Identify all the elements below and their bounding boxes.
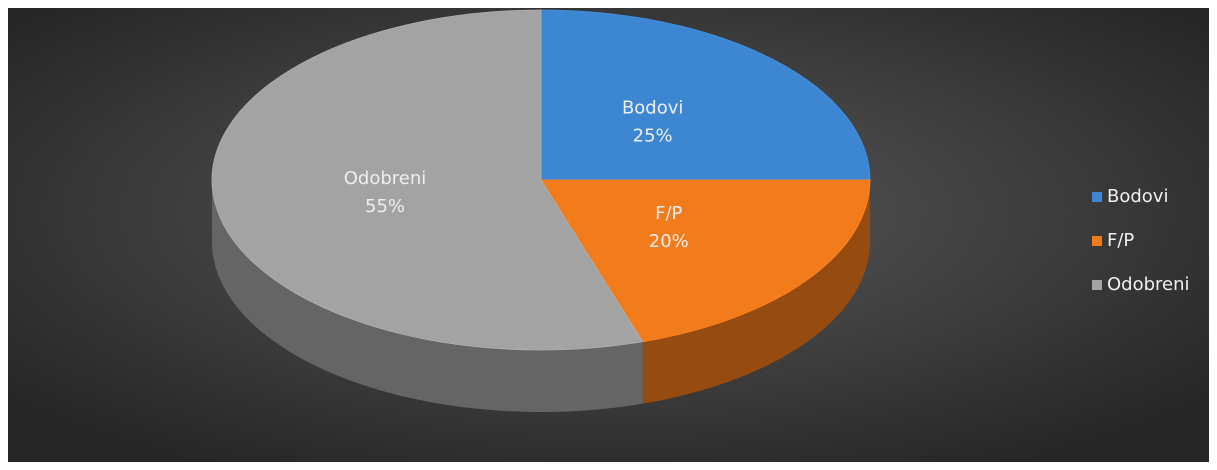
- data-label-category: Odobreni: [344, 168, 427, 189]
- legend: Bodovi F/P Odobreni: [1092, 186, 1190, 295]
- data-label-category: Bodovi: [622, 97, 683, 118]
- data-label-value: 55%: [365, 196, 405, 217]
- legend-swatch: [1092, 192, 1102, 202]
- legend-swatch: [1092, 236, 1102, 246]
- slice-side: [212, 180, 643, 412]
- legend-label: Odobreni: [1107, 274, 1190, 295]
- data-label-value: 25%: [633, 125, 673, 146]
- slice: [540, 179, 871, 343]
- legend-label: F/P: [1107, 230, 1134, 251]
- slice-side: [642, 180, 870, 404]
- slice: [211, 9, 644, 351]
- legend-swatch: [1092, 280, 1102, 290]
- data-label-value: 20%: [649, 231, 689, 252]
- plot-area: Bodovi 25% F/P 20% Odobreni 55%: [211, 9, 871, 412]
- data-label-category: F/P: [655, 203, 682, 224]
- slice: [540, 9, 871, 181]
- legend-label: Bodovi: [1107, 186, 1168, 207]
